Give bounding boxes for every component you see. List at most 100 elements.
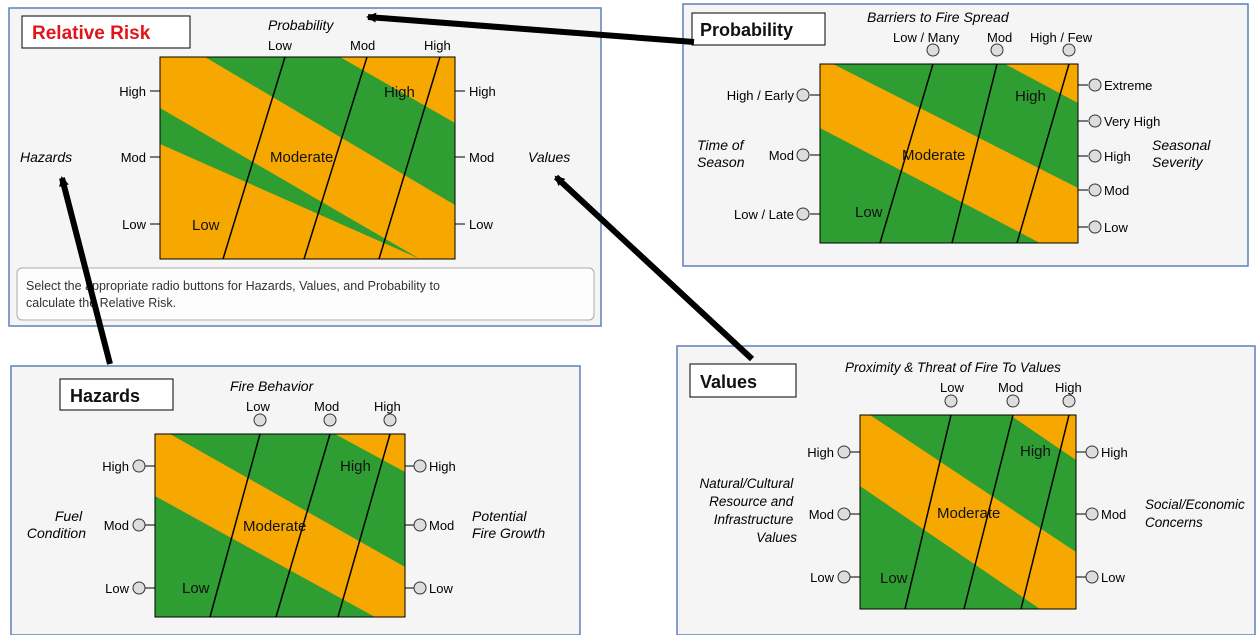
left-tick-low: Low / Late — [734, 207, 794, 222]
matrix-orange-corner — [160, 144, 420, 259]
seasonal-severity-axis-label: Seasonal Severity — [1152, 137, 1214, 170]
radio-right-low[interactable] — [413, 581, 427, 595]
radio-left-high[interactable] — [132, 459, 146, 473]
radio-right-low[interactable] — [1088, 220, 1102, 234]
radio-left-low[interactable] — [132, 581, 146, 595]
probability-title: Probability — [700, 20, 793, 40]
zone-label-low: Low — [855, 204, 883, 221]
left-tick-mod: Mod — [121, 150, 146, 165]
instruction-box — [16, 267, 595, 321]
natural-cultural-axis-label: Natural/Cultural Resource and Infrastruc… — [699, 476, 797, 545]
radio-left-high[interactable] — [796, 88, 810, 102]
radio-top-mod[interactable] — [990, 43, 1004, 57]
radio-top-high[interactable] — [1062, 394, 1076, 408]
relative-risk-matrix: High Moderate Low — [159, 56, 456, 260]
radio-right-mod[interactable] — [1085, 507, 1099, 521]
radio-top-low[interactable] — [926, 43, 940, 57]
right-tick-low: Low — [429, 581, 453, 596]
zone-label-high: High — [1015, 88, 1046, 105]
radio-right-high[interactable] — [1088, 149, 1102, 163]
barriers-axis-label: Barriers to Fire Spread — [867, 9, 1010, 25]
radio-top-mod[interactable] — [1006, 394, 1020, 408]
radio-right-high[interactable] — [1085, 445, 1099, 459]
arrow-values-to-risk — [553, 174, 755, 362]
potential-fire-growth-axis-label: Potential Fire Growth — [472, 508, 545, 541]
matrix-orange-band — [160, 57, 455, 259]
radio-right-very-high[interactable] — [1088, 114, 1102, 128]
zone-label-high: High — [384, 84, 415, 101]
left-tick-high: High — [102, 459, 129, 474]
top-tick-high: High — [424, 38, 451, 53]
top-tick-low: Low — [940, 380, 964, 395]
left-tick-high: High / Early — [727, 88, 795, 103]
probability-axis-label: Probability — [268, 17, 334, 33]
top-tick-low: Low — [246, 399, 270, 414]
zone-label-moderate: Moderate — [937, 505, 1000, 522]
probability-title-box — [691, 12, 826, 46]
social-economic-axis-label: Social/Economic Concerns — [1145, 497, 1249, 530]
hazards-panel: Hazards High Moderate Low Fire Behavior … — [10, 365, 581, 635]
radio-top-low[interactable] — [253, 413, 267, 427]
radio-left-low[interactable] — [796, 207, 810, 221]
top-tick-mod: Mod — [987, 30, 1012, 45]
radio-right-extreme[interactable] — [1088, 78, 1102, 92]
radio-right-mod[interactable] — [413, 518, 427, 532]
instruction-text: Select the appropriate radio buttons for… — [26, 279, 443, 310]
right-ticks: High Mod Low — [455, 84, 496, 232]
right-tick-low: Low — [1101, 570, 1125, 585]
probability-line-mod — [303, 56, 368, 260]
radio-top-high[interactable] — [383, 413, 397, 427]
left-tick-low: Low — [105, 581, 129, 596]
fire-behavior-axis-label: Fire Behavior — [230, 378, 315, 394]
right-tick-low: Low — [1104, 220, 1128, 235]
probability-line-high — [378, 56, 441, 260]
right-tick-high: High — [469, 84, 496, 99]
probability-line-low — [222, 56, 286, 260]
radio-left-low[interactable] — [837, 570, 851, 584]
top-tick-low: Low — [268, 38, 292, 53]
matrix-orange-top-corner — [340, 57, 455, 123]
relative-risk-panel: Relative Risk High Moderate Low Probabil… — [8, 7, 602, 327]
zone-label-low: Low — [880, 570, 908, 587]
values-panel: Values High Moderate Low Proximity & Thr… — [676, 345, 1256, 635]
arrow-hazards-to-risk — [59, 176, 113, 365]
radio-left-mod[interactable] — [796, 148, 810, 162]
top-tick-mod: Mod — [998, 380, 1023, 395]
left-tick-mod: Mod — [104, 518, 129, 533]
right-tick-mod: Mod — [429, 518, 454, 533]
left-tick-high: High — [119, 84, 146, 99]
top-tick-low: Low / Many — [893, 30, 960, 45]
left-tick-low: Low — [810, 570, 834, 585]
radio-right-mod[interactable] — [1088, 183, 1102, 197]
top-tick-mod: Mod — [314, 399, 339, 414]
arrows — [59, 12, 755, 365]
right-tick-mod: Mod — [469, 150, 494, 165]
radio-right-low[interactable] — [1085, 570, 1099, 584]
values-title: Values — [700, 372, 757, 392]
radio-left-mod[interactable] — [837, 507, 851, 521]
left-tick-mod: Mod — [769, 148, 794, 163]
radio-top-high[interactable] — [1062, 43, 1076, 57]
radio-top-mod[interactable] — [323, 413, 337, 427]
left-tick-low: Low — [122, 217, 146, 232]
top-tick-mod: Mod — [350, 38, 375, 53]
radio-left-mod[interactable] — [132, 518, 146, 532]
left-tick-high: High — [807, 445, 834, 460]
relative-risk-title: Relative Risk — [32, 23, 151, 44]
hazards-matrix: High Moderate Low — [154, 433, 406, 618]
radio-right-high[interactable] — [413, 459, 427, 473]
hazards-title-box — [59, 378, 174, 411]
left-ticks: High Mod Low — [119, 84, 160, 232]
top-tick-high: High — [1055, 380, 1082, 395]
top-tick-high: High / Few — [1030, 30, 1093, 45]
right-tick-high: High — [1101, 445, 1128, 460]
proximity-axis-label: Proximity & Threat of Fire To Values — [845, 360, 1061, 375]
zone-label-moderate: Moderate — [902, 147, 965, 164]
radio-left-high[interactable] — [837, 445, 851, 459]
radio-top-low[interactable] — [944, 394, 958, 408]
right-tick-mod: Mod — [1101, 507, 1126, 522]
left-tick-mod: Mod — [809, 507, 834, 522]
values-matrix: High Moderate Low — [859, 414, 1077, 610]
zone-label-low: Low — [182, 580, 210, 597]
fuel-condition-axis-label: Fuel Condition — [27, 508, 86, 541]
